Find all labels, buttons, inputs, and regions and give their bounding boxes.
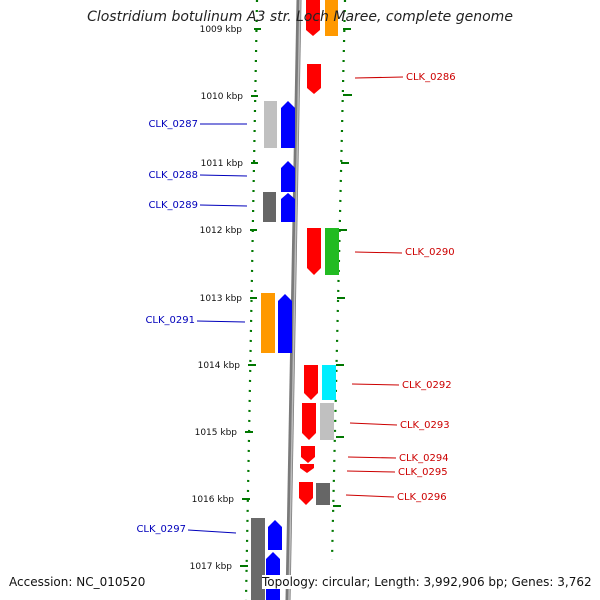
genome-title: Clostridium botulinum A3 str. Loch Maree… (87, 9, 513, 25)
gene-feature-reverse (307, 228, 321, 275)
tick-label: 1016 kbp (192, 495, 235, 505)
gene-label-text: CLK_0297 (136, 524, 186, 535)
kbp-tick: 1017 kbp (190, 562, 248, 572)
gene-label-right[interactable]: CLK_0292 (351, 380, 452, 391)
gene-label-left[interactable]: CLK_0289 (148, 200, 248, 211)
gene-feature-lightgray (320, 403, 334, 440)
kbp-tick: 1014 kbp (198, 361, 344, 371)
gene-feature-darkgray (251, 518, 265, 600)
kbp-tick: 1016 kbp (192, 495, 341, 507)
gene-label-text: CLK_0294 (399, 453, 449, 464)
gene-feature-reverse (299, 482, 313, 505)
tick-label: 1010 kbp (201, 92, 244, 102)
scale-line-right (330, 0, 347, 561)
genome-backbone (285, 0, 302, 600)
kbp-tick: 1009 kbp (200, 25, 351, 35)
gene-feature-green (325, 228, 339, 275)
gene-label-right[interactable]: CLK_0293 (349, 420, 450, 431)
tick-label: 1017 kbp (190, 562, 233, 572)
gene-label-text: CLK_0292 (402, 380, 452, 391)
gene-label-text: CLK_0296 (397, 492, 447, 503)
gene-feature-forward (268, 520, 282, 550)
gene-feature-reverse (306, 0, 320, 36)
gene-label-text: CLK_0290 (405, 247, 455, 258)
gene-feature-lightgray (264, 101, 277, 148)
gene-label-right[interactable]: CLK_0294 (347, 453, 449, 464)
gene-feature-forward (278, 294, 292, 353)
gene-label-text: CLK_0293 (400, 420, 450, 431)
gene-feature-reverse (304, 365, 318, 400)
tick-label: 1015 kbp (195, 428, 238, 438)
accession-text: Accession: NC_010520 (9, 575, 146, 589)
gene-feature-cyan (322, 365, 336, 400)
kbp-tick: 1013 kbp (200, 294, 345, 304)
gene-label-left[interactable]: CLK_0291 (145, 315, 246, 326)
gene-feature-reverse (300, 464, 314, 473)
tick-label: 1011 kbp (201, 159, 244, 169)
gene-feature-reverse (302, 403, 316, 440)
gene-label-right[interactable]: CLK_0290 (354, 247, 455, 258)
gene-label-text: CLK_0289 (148, 200, 198, 211)
kbp-tick: 1011 kbp (201, 159, 349, 169)
gene-label-text: CLK_0288 (148, 170, 198, 181)
gene-feature-darkgray (263, 192, 276, 222)
tick-label: 1013 kbp (200, 294, 243, 304)
tick-label: 1014 kbp (198, 361, 241, 371)
gene-feature-darkgray (316, 483, 330, 505)
gene-label-right[interactable]: CLK_0286 (354, 72, 456, 83)
gene-label-right[interactable]: CLK_0296 (345, 492, 447, 503)
kbp-tick: 1012 kbp (200, 226, 347, 236)
gene-label-text: CLK_0291 (145, 315, 195, 326)
gene-label-left[interactable]: CLK_0297 (136, 524, 237, 535)
gene-feature-forward (281, 193, 295, 222)
kbp-tick: 1010 kbp (201, 92, 352, 102)
gene-label-text: CLK_0295 (398, 467, 448, 478)
gene-feature-forward (281, 161, 295, 192)
gene-label-left[interactable]: CLK_0288 (148, 170, 248, 181)
gene-label-left[interactable]: CLK_0287 (148, 119, 247, 130)
topology-text: Topology: circular; Length: 3,992,906 bp… (262, 575, 592, 589)
tick-label: 1009 kbp (200, 25, 243, 35)
gene-label-text: CLK_0287 (148, 119, 198, 130)
gene-feature-orange (261, 293, 275, 353)
kbp-tick: 1015 kbp (195, 428, 344, 438)
gene-feature-orange (325, 0, 338, 36)
scale-line-left (244, 0, 259, 600)
gene-label-text: CLK_0286 (406, 72, 456, 83)
gene-feature-forward (281, 101, 295, 148)
gene-label-right[interactable]: CLK_0295 (346, 467, 448, 478)
gene-feature-reverse (301, 446, 315, 463)
gene-feature-reverse (307, 64, 321, 94)
tick-label: 1012 kbp (200, 226, 243, 236)
